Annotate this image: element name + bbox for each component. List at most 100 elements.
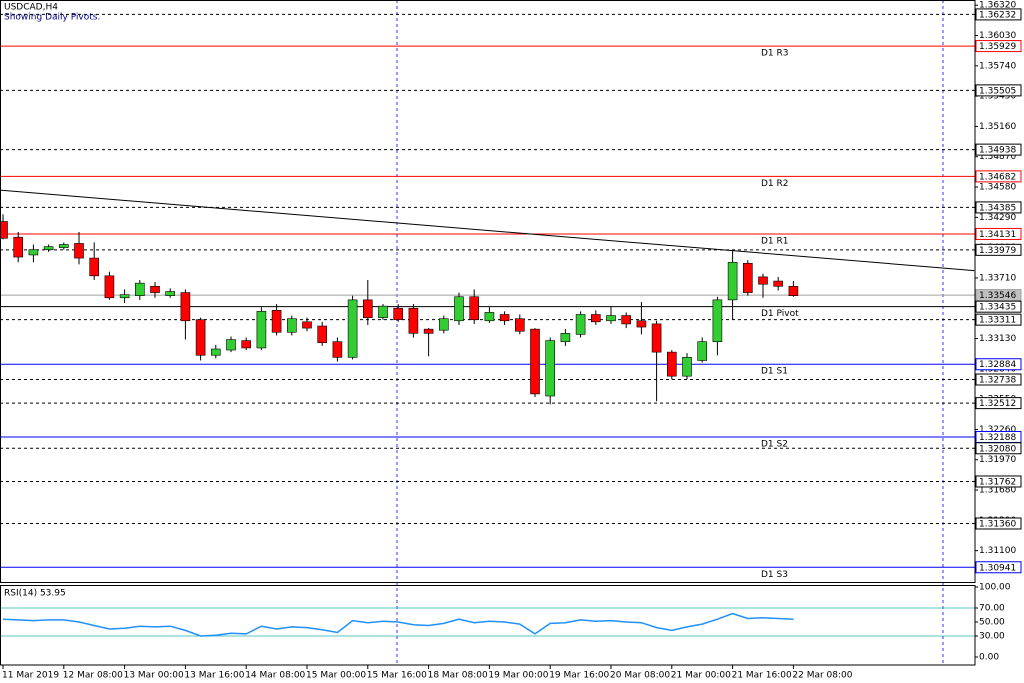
price-box-label: 1.32512 — [979, 399, 1016, 409]
x-tick-label: 19 Mar 00:00 — [488, 671, 548, 681]
candle-body — [697, 341, 708, 361]
x-tick-label: 12 Mar 08:00 — [63, 671, 123, 681]
y-tick-label: 1.32260 — [979, 425, 1016, 435]
x-tick-label: 15 Mar 00:00 — [306, 671, 366, 681]
price-box — [975, 289, 1022, 302]
candle-body — [758, 276, 768, 285]
rsi-pane-border — [0, 585, 976, 666]
rsi-line — [2, 612, 794, 637]
candle-body — [454, 296, 464, 322]
rsi-y-tick-label: 100.00 — [979, 583, 1011, 593]
pivot-label: D1 S1 — [761, 367, 788, 377]
y-tick-label: 1.34290 — [979, 213, 1016, 223]
candle-body — [469, 296, 480, 321]
candle-body — [530, 328, 540, 395]
x-tick-label: 15 Mar 16:00 — [367, 671, 427, 681]
candle-body — [135, 282, 145, 297]
rsi-y-tick-label: 0.00 — [979, 653, 999, 663]
y-tick-label: 1.34870 — [979, 152, 1016, 162]
price-box — [975, 84, 1022, 97]
candle-body — [347, 299, 358, 358]
candle-body — [104, 275, 115, 299]
price-box-label: 1.35929 — [979, 42, 1016, 52]
separators — [396, 0, 944, 665]
candle-body — [378, 305, 388, 318]
candle-body — [651, 323, 662, 353]
price-box — [975, 8, 1022, 21]
rsi-y-tick-label: 70.00 — [979, 604, 1005, 614]
candle-body — [621, 315, 632, 325]
candle-body — [712, 299, 723, 342]
candle-body — [773, 280, 784, 287]
x-tick-label: 14 Mar 08:00 — [245, 671, 305, 681]
price-box — [975, 227, 1022, 240]
price-scale: 1.36320 1.36030 1.35740 1.35450 1.35160 1.348… — [975, 1, 1022, 663]
price-box-label: 1.34131 — [979, 230, 1016, 240]
x-tick-label: 11 Mar 2019 — [2, 671, 59, 681]
price-box — [975, 475, 1022, 488]
y-tick-label: 1.31100 — [979, 546, 1016, 556]
price-box — [975, 300, 1022, 313]
price-box — [975, 442, 1022, 455]
price-box-label: 1.33311 — [979, 316, 1016, 326]
price-box-label: 1.36232 — [979, 10, 1016, 20]
price-box-label: 1.32080 — [979, 444, 1016, 454]
trendline — [0, 189, 975, 272]
price-box-label: 1.32884 — [979, 360, 1016, 370]
candle-body — [241, 340, 251, 349]
candle-body — [484, 312, 495, 322]
price-box-label: 1.32188 — [979, 433, 1016, 443]
main-pane-border — [0, 0, 976, 583]
candle-body — [119, 294, 130, 299]
x-tick-label: 21 Mar 16:00 — [732, 671, 792, 681]
price-box — [975, 143, 1022, 156]
y-tick-label: 1.31970 — [979, 455, 1016, 465]
rsi-y-tick-label: 30.00 — [979, 632, 1005, 642]
candle-body — [514, 318, 525, 332]
candle-body — [89, 257, 99, 277]
x-tick-label: 20 Mar 08:00 — [610, 671, 670, 681]
candle-body — [560, 333, 571, 342]
candle-body — [74, 243, 84, 259]
candle-body — [256, 311, 267, 349]
candle-body — [499, 314, 510, 322]
price-box-label: 1.34938 — [979, 146, 1016, 156]
x-tick-label: 21 Mar 00:00 — [671, 671, 731, 681]
price-box — [975, 397, 1022, 410]
candle-body — [271, 310, 282, 333]
price-box-label: 1.34385 — [979, 203, 1016, 213]
candle-body — [58, 244, 69, 248]
price-box — [975, 40, 1022, 53]
y-tick-label: 1.34580 — [979, 183, 1016, 193]
y-tick-label: 1.36030 — [979, 31, 1016, 41]
price-box-label: 1.31360 — [979, 519, 1016, 529]
price-box — [975, 517, 1022, 530]
y-tick-label: 1.31680 — [979, 486, 1016, 496]
candle-body — [226, 339, 236, 351]
chart-subtitle: Showing Daily Pivots. — [4, 13, 100, 23]
candle-body — [28, 249, 39, 256]
y-tick-label: 1.35740 — [979, 61, 1016, 71]
price-box-label: 1.31762 — [979, 477, 1016, 487]
pivot-label: D1 S2 — [761, 439, 788, 449]
frame — [0, 0, 976, 666]
price-box — [975, 170, 1022, 183]
y-tick-label: 1.35160 — [979, 122, 1016, 132]
candle-body — [332, 341, 343, 358]
candle-body — [423, 328, 434, 334]
price-box — [975, 358, 1022, 371]
x-tick-label: 13 Mar 00:00 — [124, 671, 184, 681]
price-box-label: 1.33546 — [979, 291, 1016, 301]
candle-body — [666, 351, 677, 377]
candle-body — [636, 320, 647, 328]
price-box — [975, 561, 1022, 574]
pivot-label: D1 R2 — [761, 179, 789, 189]
x-tick-label: 13 Mar 16:00 — [184, 671, 244, 681]
price-box-label: 1.33435 — [979, 303, 1016, 313]
price-box — [975, 313, 1022, 326]
candle-body — [682, 357, 692, 377]
candle-body — [150, 285, 160, 293]
